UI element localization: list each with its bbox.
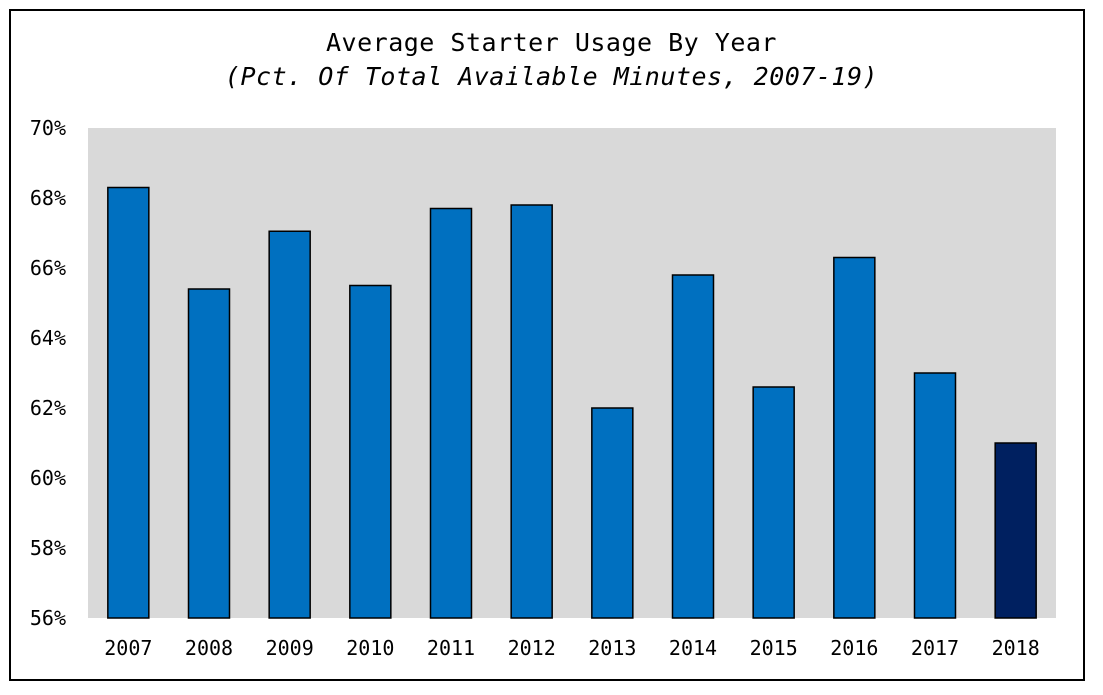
- bar-2007: [107, 186, 150, 619]
- bars: [107, 186, 1037, 619]
- bar-2008: [187, 288, 231, 619]
- bar-2012: [510, 204, 553, 619]
- y-tick-label: 68%: [30, 186, 66, 210]
- y-tick-label: 60%: [30, 466, 66, 490]
- x-tick-label: 2015: [750, 636, 798, 660]
- bar-2014: [671, 274, 715, 619]
- x-tick-label: 2018: [992, 636, 1040, 660]
- y-tick-label: 62%: [30, 396, 66, 420]
- bar-2009: [268, 230, 311, 619]
- y-tick-label: 58%: [30, 536, 66, 560]
- chart-subtitle: (Pct. Of Total Available Minutes, 2007-1…: [224, 62, 879, 91]
- bar-2011: [429, 207, 473, 619]
- x-tick-label: 2007: [104, 636, 152, 660]
- x-tick-label: 2012: [508, 636, 556, 660]
- y-tick-label: 56%: [30, 606, 66, 630]
- bar-2018: [994, 442, 1037, 619]
- x-tick-label: 2014: [669, 636, 717, 660]
- bar-2017: [913, 372, 957, 619]
- y-axis-ticks: 56% 58% 60% 62% 64% 66% 68% 70%: [30, 116, 66, 630]
- bar-2010: [349, 284, 392, 619]
- y-tick-label: 64%: [30, 326, 66, 350]
- bar-2015: [752, 386, 795, 619]
- x-tick-label: 2008: [185, 636, 233, 660]
- x-tick-label: 2016: [830, 636, 878, 660]
- x-tick-label: 2011: [427, 636, 475, 660]
- x-axis-ticks: 2007 2008 2009 2010 2011 2012 2013 2014 2015 2016…: [104, 636, 1040, 660]
- x-tick-label: 2013: [588, 636, 636, 660]
- y-tick-label: 70%: [30, 116, 66, 140]
- chart-title: Average Starter Usage By Year: [326, 28, 777, 57]
- bar-2016: [833, 256, 876, 619]
- x-tick-label: 2010: [346, 636, 394, 660]
- x-tick-label: 2017: [911, 636, 959, 660]
- y-tick-label: 66%: [30, 256, 66, 280]
- x-tick-label: 2009: [266, 636, 314, 660]
- plot-area: [88, 128, 1056, 618]
- bar-2013: [591, 407, 634, 619]
